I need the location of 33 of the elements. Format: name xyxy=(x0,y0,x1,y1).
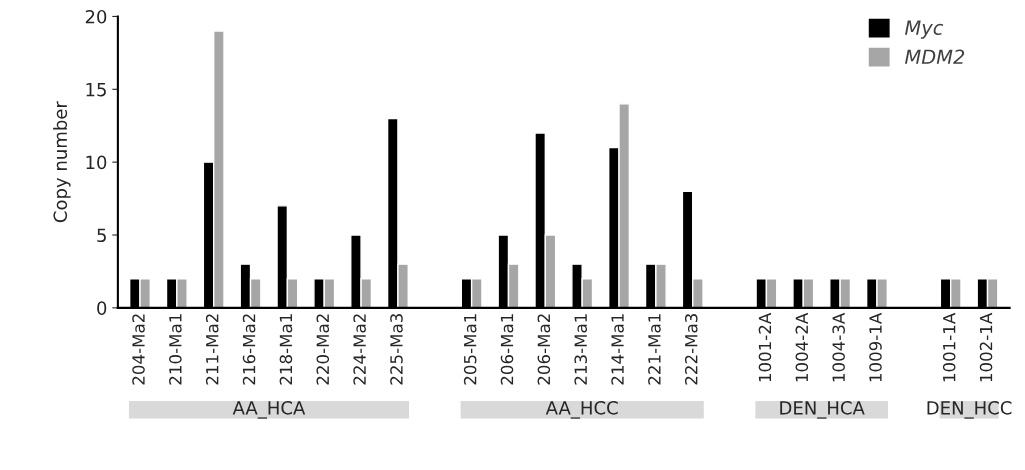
x-tick-label: 222-Ma3 xyxy=(684,314,698,385)
x-tick-label: 205-Ma1 xyxy=(463,314,477,385)
x-tick-label: 225-Ma3 xyxy=(390,314,403,385)
x-tick-label: 216-Ma2 xyxy=(242,314,256,385)
x-tick-label: 210-Ma1 xyxy=(169,314,182,385)
legend-label: Myc xyxy=(905,20,944,39)
legend-label: MDM2 xyxy=(905,49,965,64)
y-tick-label: 5 xyxy=(97,228,106,243)
x-tick-label: 213-Ma1 xyxy=(574,314,588,385)
x-tick-label: 1002-1A xyxy=(979,312,993,382)
x-tick-label: 214-Ma1 xyxy=(611,314,624,385)
y-tick-label: 0 xyxy=(97,301,107,315)
text: AA_HCA xyxy=(232,401,306,419)
x-tick-label: 218-Ma1 xyxy=(279,314,293,385)
x-tick-label: 1001-2A xyxy=(758,312,772,382)
x-tick-label: 1009-1A xyxy=(869,312,882,382)
x-tick-label: 1004-2A xyxy=(795,312,809,382)
y-tick-label: 15 xyxy=(86,83,106,97)
x-tick-label: 204-Ma2 xyxy=(132,314,145,385)
y-tick-label: 10 xyxy=(86,155,107,170)
x-tick-label: 211-Ma2 xyxy=(205,314,219,385)
x-tick-label: 1004-3A xyxy=(832,312,845,382)
x-tick-label: 224-Ma2 xyxy=(353,314,366,385)
x-tick-label: 206-Ma2 xyxy=(537,314,551,385)
x-tick-label: 220-Ma2 xyxy=(316,314,330,385)
x-tick-label: 1001-1A xyxy=(942,312,956,382)
x-tick-label: 221-Ma1 xyxy=(648,314,661,385)
text: DEN_HCA xyxy=(780,401,865,419)
y-tick-label: 20 xyxy=(85,9,107,24)
y-axis-title: Copy number xyxy=(53,101,71,223)
x-tick-label: 206-Ma1 xyxy=(500,314,514,385)
text: DEN_HCC xyxy=(927,401,1012,419)
text: AA_HCC xyxy=(545,401,618,419)
